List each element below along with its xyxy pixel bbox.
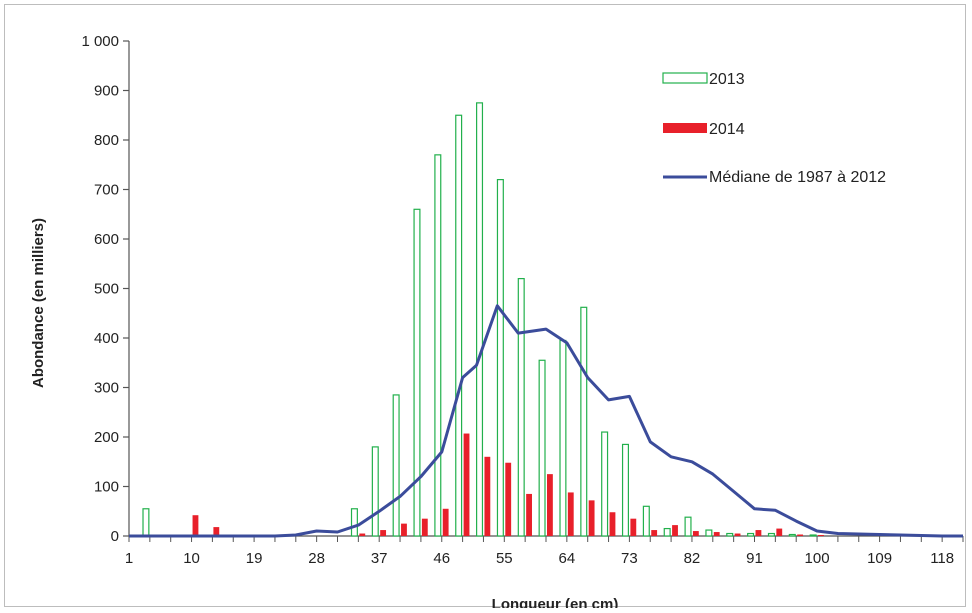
y-tick-label: 800 — [94, 132, 119, 149]
bar-2014 — [588, 500, 595, 536]
bar-2014 — [692, 531, 699, 536]
y-tick-label: 300 — [94, 380, 119, 397]
bar-2014 — [547, 474, 553, 536]
x-tick-label: 109 — [867, 550, 892, 567]
bar-2014 — [421, 518, 428, 536]
bar-2013 — [559, 339, 567, 537]
x-tick-label: 118 — [930, 550, 954, 567]
y-tick-label: 1 000 — [81, 33, 119, 50]
bar-2013 — [538, 359, 546, 537]
bar-2014 — [484, 456, 491, 536]
x-tick-label: 64 — [559, 550, 576, 567]
chart-canvas: 0 100 200 300 400 500 600 700 800 900 1 000 1 10 19 28… — [30, 33, 964, 608]
legend: 2013 2014 Médiane de 1987 à 2012 — [662, 71, 886, 186]
bar-2013 — [788, 533, 796, 537]
bar-2014 — [505, 462, 512, 536]
bar-2013 — [601, 431, 609, 537]
bar-2014 — [672, 525, 678, 536]
y-tick-label: 500 — [94, 281, 119, 298]
bar-2014 — [797, 534, 804, 536]
legend-label-median: Médiane de 1987 à 2012 — [709, 169, 886, 186]
bar-2014 — [734, 533, 741, 536]
x-tick-label: 19 — [246, 550, 263, 567]
bar-2013 — [705, 529, 713, 537]
bar-2013 — [726, 532, 734, 537]
bar-2014 — [755, 530, 762, 536]
x-tick-label: 10 — [183, 550, 200, 567]
x-tick-label: 37 — [371, 550, 388, 567]
x-tick-label: 91 — [746, 550, 763, 567]
bar-2014 — [213, 527, 220, 536]
x-tick-label: 100 — [805, 550, 830, 567]
bar-2014 — [442, 508, 449, 536]
bar-2013 — [747, 532, 755, 537]
y-axis-title: Abondance (en milliers) — [30, 218, 47, 388]
bar-2014 — [567, 492, 574, 536]
bar-2014 — [463, 433, 470, 536]
bar-2013 — [350, 508, 358, 537]
x-tick-label: 1 — [125, 550, 133, 567]
bar-2013 — [496, 179, 504, 537]
bar-2013 — [767, 532, 775, 537]
bar-2014 — [526, 493, 532, 536]
x-tick-label: 73 — [621, 550, 638, 567]
x-axis-title: Longueur (en cm) — [492, 596, 619, 608]
y-tick-label: 900 — [94, 83, 119, 100]
bar-2013 — [434, 154, 442, 537]
bar-2014 — [630, 518, 637, 536]
legend-swatch-2013 — [662, 72, 708, 84]
legend-label-2014: 2014 — [709, 121, 745, 138]
bar-2013 — [580, 306, 588, 537]
median-line — [129, 304, 963, 538]
bar-2013 — [809, 534, 817, 537]
bar-2013 — [517, 278, 525, 537]
y-tick-label: 700 — [94, 182, 119, 199]
x-tick-label: 28 — [308, 550, 325, 567]
y-tick-label: 0 — [111, 528, 119, 545]
bar-2013 — [413, 208, 421, 537]
bar-2013 — [455, 114, 463, 537]
bar-2014 — [651, 530, 658, 536]
legend-label-2013: 2013 — [709, 71, 745, 88]
bar-2014 — [380, 530, 387, 536]
y-tick-label: 600 — [94, 231, 119, 248]
bar-2014 — [359, 533, 366, 536]
legend-swatch-2014 — [663, 123, 707, 133]
x-tick-label: 82 — [684, 550, 701, 567]
bar-2014 — [401, 523, 407, 536]
bar-2013 — [476, 102, 484, 537]
y-tick-label: 100 — [94, 479, 119, 496]
bar-2014 — [192, 515, 199, 536]
bar-2013 — [621, 443, 630, 537]
bar-2013 — [663, 527, 671, 537]
bar-2013 — [392, 394, 400, 537]
x-tick-label: 46 — [433, 550, 450, 567]
bar-2013 — [684, 516, 692, 537]
bar-2013 — [142, 508, 150, 537]
chart-frame: 0 100 200 300 400 500 600 700 800 900 1 000 1 10 19 28… — [4, 4, 966, 608]
bar-2014 — [713, 532, 720, 536]
bar-2014 — [818, 535, 824, 536]
bar-2014 — [609, 512, 616, 536]
x-tick-label: 55 — [496, 550, 513, 567]
plot-area: 0 100 200 300 400 500 600 700 800 900 1 000 1 10 19 28… — [81, 33, 964, 567]
bar-2013 — [371, 446, 379, 537]
y-tick-label: 400 — [94, 330, 119, 347]
y-tick-label: 200 — [94, 429, 119, 446]
bar-2014 — [776, 528, 783, 536]
bar-2013 — [642, 505, 650, 537]
